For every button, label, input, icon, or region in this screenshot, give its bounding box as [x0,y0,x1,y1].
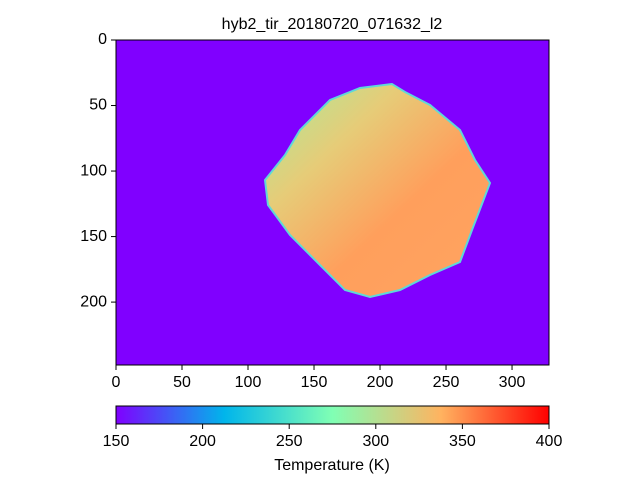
axes-frame [115,39,550,366]
colorbar-tick-label: 150 [103,433,130,450]
colorbar-tick-label: 250 [276,433,303,450]
x-tick-label: 100 [235,374,262,391]
y-tick-label: 100 [80,162,107,179]
x-tick-label: 0 [112,374,121,391]
x-tick-label: 150 [301,374,328,391]
y-tick-label: 200 [80,293,107,310]
colorbar-tick-label: 350 [449,433,476,450]
chart-title: hyb2_tir_20180720_071632_l2 [222,16,443,33]
colorbar-tick-label: 400 [536,433,563,450]
y-tick-label: 150 [80,228,107,245]
x-tick-label: 200 [367,374,394,391]
colorbar-tick-label: 200 [189,433,216,450]
y-tick-label: 50 [89,97,107,114]
colorbar-label: Temperature (K) [274,457,390,474]
colorbar [115,405,550,425]
y-tick-label: 0 [98,31,107,48]
x-tick-label: 50 [173,374,191,391]
x-tick-label: 250 [433,374,460,391]
asteroid-image [263,82,492,299]
x-tick-label: 300 [499,374,526,391]
colorbar-tick-label: 300 [362,433,389,450]
